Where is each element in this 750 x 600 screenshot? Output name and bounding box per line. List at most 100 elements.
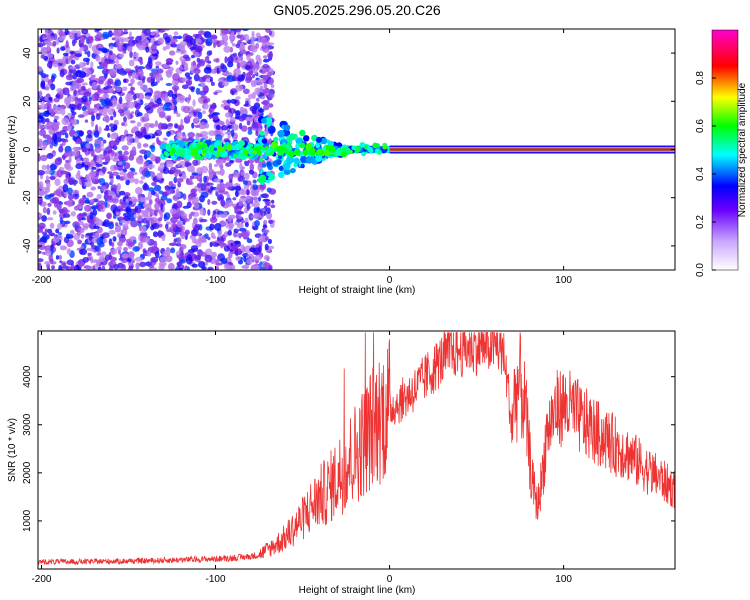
noise-blob bbox=[267, 93, 275, 99]
noise-blob bbox=[268, 103, 274, 108]
noise-blob bbox=[237, 74, 245, 82]
noise-blob bbox=[38, 119, 44, 123]
noise-blob bbox=[200, 81, 206, 88]
noise-blob bbox=[182, 105, 191, 114]
noise-blob bbox=[265, 201, 271, 207]
noise-blob bbox=[187, 132, 195, 138]
noise-blob bbox=[116, 186, 120, 194]
noise-blob bbox=[144, 29, 151, 37]
noise-blob bbox=[101, 265, 106, 270]
noise-blob bbox=[203, 157, 208, 161]
noise-blob bbox=[159, 29, 164, 33]
noise-blob bbox=[235, 110, 241, 116]
noise-blob bbox=[263, 55, 268, 59]
noise-blob bbox=[128, 59, 135, 67]
noise-blob bbox=[219, 183, 228, 189]
noise-blob bbox=[77, 203, 82, 208]
noise-blob bbox=[95, 124, 99, 132]
noise-blob bbox=[253, 79, 257, 87]
noise-blob bbox=[240, 244, 245, 252]
noise-blob bbox=[250, 39, 255, 47]
noise-blob bbox=[219, 168, 225, 176]
noise-blob bbox=[195, 132, 200, 140]
noise-blob bbox=[256, 207, 261, 212]
signal-blob bbox=[278, 171, 285, 179]
noise-blob bbox=[173, 110, 178, 114]
noise-blob bbox=[95, 155, 103, 163]
noise-blob bbox=[79, 227, 85, 234]
noise-blob bbox=[135, 35, 142, 44]
snr-x-label: Height of straight line (km) bbox=[299, 585, 416, 596]
noise-blob bbox=[125, 94, 130, 102]
noise-blob bbox=[78, 130, 84, 137]
noise-blob bbox=[184, 72, 191, 78]
noise-blob bbox=[173, 238, 177, 244]
noise-blob bbox=[198, 76, 205, 83]
noise-blob bbox=[38, 140, 44, 148]
noise-blob bbox=[93, 107, 98, 114]
noise-blob bbox=[79, 248, 88, 255]
noise-blob bbox=[136, 156, 144, 165]
noise-blob bbox=[116, 103, 121, 110]
noise-blob bbox=[144, 116, 149, 122]
noise-blob bbox=[253, 68, 258, 75]
noise-blob bbox=[81, 177, 85, 185]
noise-blob bbox=[203, 31, 212, 39]
noise-blob bbox=[118, 267, 122, 270]
noise-blob bbox=[96, 238, 104, 243]
noise-blob bbox=[38, 104, 42, 109]
noise-blob bbox=[151, 190, 156, 196]
noise-blob bbox=[255, 130, 259, 137]
noise-blob bbox=[46, 41, 52, 45]
snr-series-line bbox=[38, 331, 675, 566]
noise-blob bbox=[114, 79, 122, 87]
noise-blob bbox=[199, 208, 206, 216]
noise-blob bbox=[38, 258, 44, 263]
signal-blob bbox=[283, 162, 291, 171]
noise-blob bbox=[258, 196, 261, 202]
signal-blob bbox=[278, 166, 284, 171]
noise-blob bbox=[210, 81, 215, 86]
noise-blob bbox=[263, 104, 270, 111]
noise-blob bbox=[246, 258, 253, 265]
noise-blob bbox=[223, 191, 229, 195]
noise-blob bbox=[163, 212, 171, 220]
noise-blob bbox=[121, 122, 125, 127]
noise-blob bbox=[267, 52, 274, 59]
noise-blob bbox=[207, 209, 211, 216]
noise-blob bbox=[261, 207, 266, 212]
noise-blob bbox=[82, 29, 87, 34]
noise-blob bbox=[128, 31, 132, 38]
noise-blob bbox=[176, 188, 179, 195]
noise-blob bbox=[175, 60, 179, 65]
noise-blob bbox=[85, 137, 93, 142]
y-tick-label: 4000 bbox=[22, 365, 33, 388]
noise-blob bbox=[58, 255, 62, 260]
x-tick-label: 0 bbox=[387, 574, 393, 585]
noise-blob bbox=[204, 254, 213, 263]
noise-blob bbox=[78, 62, 86, 69]
noise-blob bbox=[151, 182, 157, 186]
noise-blob bbox=[193, 68, 201, 75]
noise-blob bbox=[110, 178, 114, 184]
noise-blob bbox=[134, 205, 138, 212]
noise-blob bbox=[201, 103, 209, 110]
noise-blob bbox=[73, 265, 78, 270]
noise-blob bbox=[136, 121, 142, 127]
noise-blob bbox=[232, 197, 237, 201]
noise-blob bbox=[104, 199, 108, 208]
noise-blob bbox=[47, 137, 52, 144]
noise-blob bbox=[65, 132, 69, 139]
noise-blob bbox=[104, 254, 111, 261]
noise-blob bbox=[199, 90, 207, 96]
noise-blob bbox=[236, 215, 242, 220]
noise-blob bbox=[249, 163, 255, 171]
noise-blob bbox=[44, 260, 52, 265]
signal-blob bbox=[266, 161, 272, 167]
noise-blob bbox=[51, 265, 55, 270]
noise-blob bbox=[49, 163, 57, 171]
noise-blob bbox=[198, 261, 206, 268]
noise-blob bbox=[51, 196, 60, 203]
signal-blob bbox=[261, 163, 267, 168]
noise-blob bbox=[191, 263, 198, 268]
